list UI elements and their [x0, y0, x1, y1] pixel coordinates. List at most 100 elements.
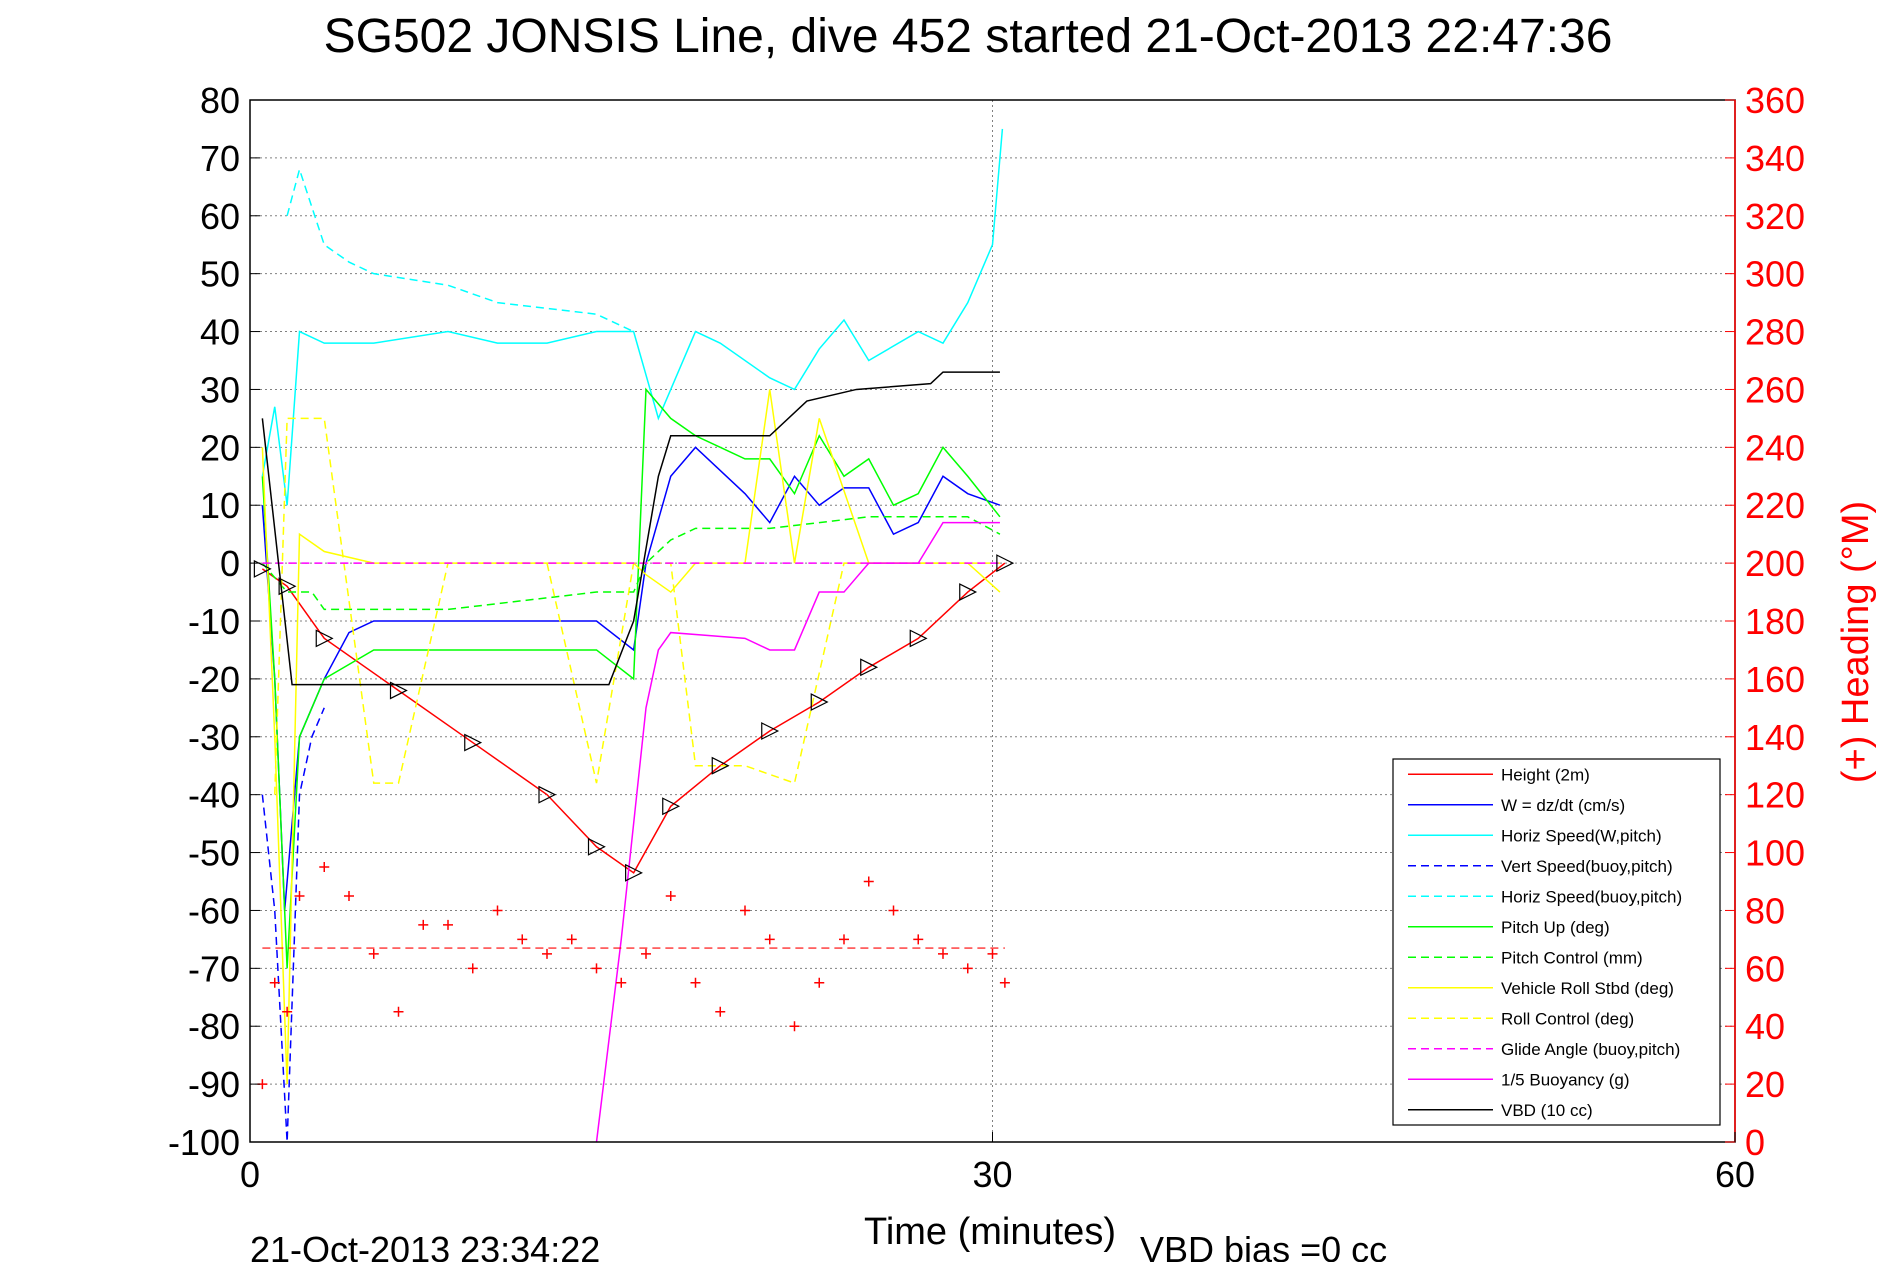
- legend: Height (2m) W = dz/dt (cm/s) Horiz Speed(W…: [1392, 758, 1721, 1126]
- legend-label: Pitch Up (deg): [1501, 918, 1610, 937]
- heading-marker: [616, 977, 627, 988]
- right-axis-label: (+) Heading (°M): [1835, 501, 1877, 783]
- legend-label: Glide Angle (buoy,pitch): [1501, 1040, 1680, 1059]
- heading-marker: [282, 1006, 293, 1017]
- y-tick-label: -50: [188, 833, 240, 874]
- height-marker: [464, 733, 483, 752]
- y-tick-label: 30: [200, 369, 240, 410]
- heading-marker: [814, 977, 825, 988]
- series-line: [274, 417, 1000, 795]
- heading-marker: [418, 919, 429, 930]
- heading-marker: [319, 862, 330, 873]
- heading-marker: [368, 948, 379, 959]
- height-marker: [253, 559, 272, 578]
- y-tick-label: 10: [200, 485, 240, 526]
- heading-marker: [443, 919, 453, 930]
- series-line: [261, 562, 1006, 874]
- heading-marker: [641, 948, 651, 959]
- y-tick-label: 50: [200, 254, 240, 295]
- heading-layer: [257, 862, 1010, 1090]
- height-marker: [909, 629, 928, 648]
- y-right-tick-label: 20: [1745, 1064, 1785, 1105]
- series-line: [261, 128, 1004, 506]
- heading-marker: [591, 963, 602, 974]
- legend-label: Vert Speed(buoy,pitch): [1501, 857, 1673, 876]
- legend-label: W = dz/dt (cm/s): [1501, 796, 1625, 815]
- y-right-tick-label: 360: [1745, 80, 1805, 121]
- y-tick-label: 0: [220, 543, 240, 584]
- y-tick-label: -60: [188, 890, 240, 931]
- y-tick-label: 60: [200, 196, 240, 237]
- heading-marker: [715, 1006, 726, 1017]
- y-right-tick-label: 120: [1745, 775, 1805, 816]
- legend-label: VBD (10 cc): [1501, 1101, 1593, 1120]
- height-marker: [389, 681, 408, 700]
- y-right-tick-label: 0: [1745, 1122, 1765, 1163]
- x-tick-label: 0: [240, 1154, 260, 1195]
- y-right-tick-label: 140: [1745, 717, 1805, 758]
- y-tick-label: -10: [188, 601, 240, 642]
- legend-label: Horiz Speed(W,pitch): [1501, 826, 1662, 845]
- y-tick-label: 70: [200, 138, 240, 179]
- heading-marker: [269, 977, 280, 988]
- heading-marker: [764, 934, 775, 945]
- heading-marker: [517, 934, 528, 945]
- legend-label: Pitch Control (mm): [1501, 948, 1643, 967]
- y-right-tick-label: 180: [1745, 601, 1805, 642]
- heading-marker: [740, 905, 750, 916]
- heading-marker: [665, 890, 676, 901]
- x-tick-label: 60: [1715, 1154, 1755, 1195]
- series-line: [261, 707, 325, 1143]
- y-tick-label: -70: [188, 948, 240, 989]
- y-tick-label: -100: [168, 1122, 240, 1163]
- heading-marker: [467, 963, 478, 974]
- y-tick-label: -20: [188, 659, 240, 700]
- legend-label: Height (2m): [1501, 765, 1590, 784]
- heading-marker: [839, 934, 849, 945]
- series-layer: [253, 128, 1015, 1143]
- footer-timestamp: 21-Oct-2013 23:34:22: [250, 1229, 600, 1262]
- y-tick-label: 80: [200, 80, 240, 121]
- height-marker: [810, 693, 829, 712]
- y-right-tick-label: 100: [1745, 833, 1805, 874]
- y-right-tick-label: 160: [1745, 659, 1805, 700]
- series-line: [595, 521, 1000, 1143]
- heading-marker: [987, 948, 998, 959]
- height-marker: [587, 837, 606, 856]
- y-tick-label: -30: [188, 717, 240, 758]
- y-right-tick-label: 40: [1745, 1006, 1785, 1047]
- axes: 80706050403020100-10-20-30-40-50-60-70-8…: [168, 80, 1805, 1195]
- legend-label: 1/5 Buoyancy (g): [1501, 1070, 1630, 1089]
- y-right-tick-label: 340: [1745, 138, 1805, 179]
- heading-marker: [863, 876, 874, 887]
- height-marker: [761, 722, 780, 740]
- vbd-bias-label: VBD bias =0 cc: [1140, 1229, 1387, 1262]
- heading-marker: [999, 977, 1010, 988]
- height-marker: [625, 863, 643, 882]
- legend-box: [1392, 758, 1721, 1126]
- legend-label: Roll Control (deg): [1501, 1009, 1634, 1028]
- heading-marker: [962, 963, 973, 974]
- heading-marker: [566, 934, 577, 945]
- y-tick-label: -40: [188, 775, 240, 816]
- heading-marker: [789, 1021, 800, 1032]
- height-marker: [662, 797, 681, 816]
- heading-marker: [888, 905, 899, 916]
- series-line: [261, 389, 1001, 1085]
- y-right-tick-label: 260: [1745, 369, 1805, 410]
- height-marker: [996, 554, 1015, 573]
- height-marker: [959, 583, 978, 602]
- y-right-tick-label: 240: [1745, 427, 1805, 468]
- series-line: [286, 166, 634, 333]
- y-right-tick-label: 60: [1745, 948, 1785, 989]
- y-right-tick-label: 80: [1745, 890, 1785, 931]
- heading-marker: [690, 977, 701, 988]
- y-tick-label: 40: [200, 312, 240, 353]
- height-marker: [538, 785, 557, 804]
- legend-label: Horiz Speed(buoy,pitch): [1501, 887, 1682, 906]
- y-right-tick-label: 200: [1745, 543, 1805, 584]
- heading-marker: [938, 948, 948, 959]
- height-marker: [711, 756, 730, 775]
- series-line: [261, 371, 1000, 686]
